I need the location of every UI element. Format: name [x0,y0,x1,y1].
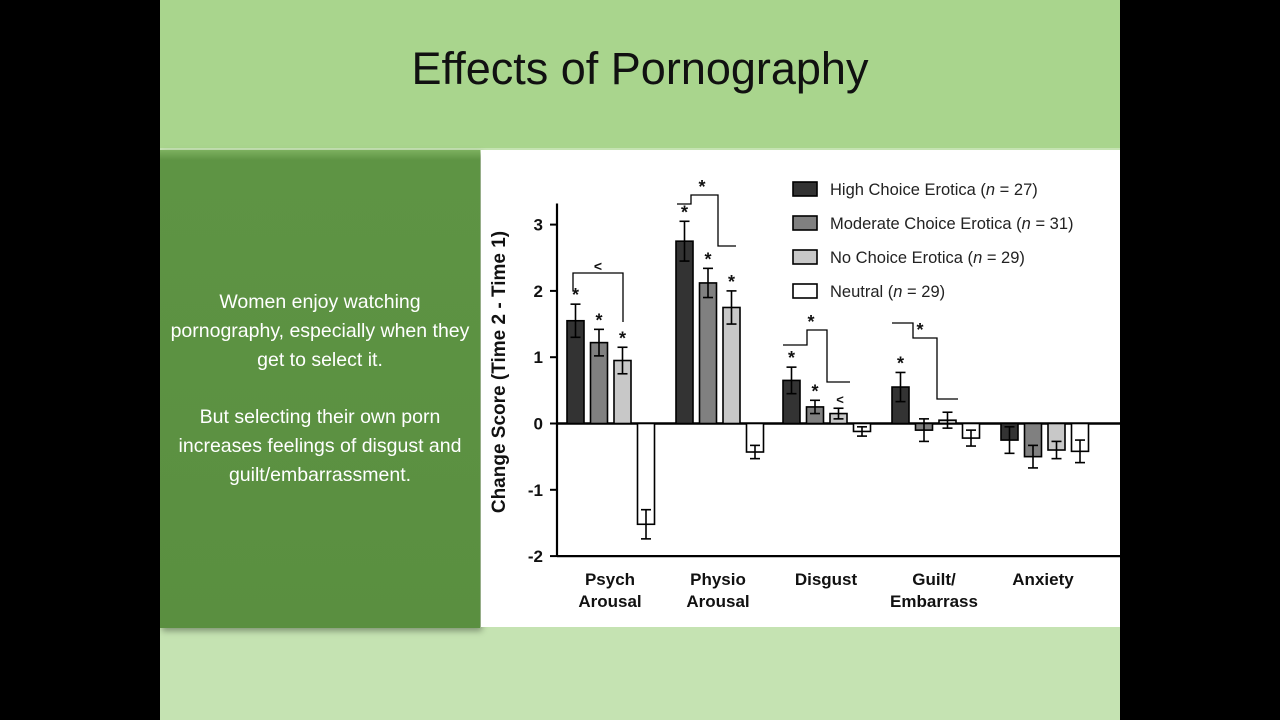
legend-swatch [792,249,818,265]
bar-high-choice-erotica-1 [675,240,694,425]
side-text: Women enjoy watching pornography, especi… [170,288,470,518]
significance-star: * [572,285,579,305]
y-tick-label: 0 [534,415,543,434]
bar-no-choice-erotica-1 [722,306,741,425]
legend-swatch [792,215,818,231]
legend-label: No Choice Erotica (n = 29) [830,249,1025,267]
side-panel: Women enjoy watching pornography, especi… [160,150,480,628]
y-axis-label: Change Score (Time 2 - Time 1) [489,231,510,513]
bracket-symbol: < [594,258,602,274]
side-paragraph-2: But selecting their own porn increases f… [178,406,462,486]
significance-star: * [897,353,904,373]
bar-moderate-choice-erotica-1 [698,282,718,425]
bracket-symbol: * [698,177,705,197]
y-tick-label: 1 [534,348,543,367]
significance-star: * [619,328,626,348]
significance-star: * [681,202,688,222]
category-label: Psych [585,570,635,589]
category-label: Anxiety [1012,570,1074,589]
significance-star: * [728,272,735,292]
legend-swatch [792,181,818,197]
significance-bracket [572,272,624,322]
category-label: Arousal [578,592,641,611]
slide: Effects of Pornography Women enjoy watch… [160,0,1120,720]
legend-label: Neutral (n = 29) [830,283,945,301]
significance-star: * [788,348,795,368]
bar-chart: -2 -1 0 1 2 3 Change Score (Time 2 - Time 1) * *… [489,177,1120,611]
y-tick-label: -2 [528,547,543,566]
category-label: Disgust [795,570,858,589]
bracket-symbol: < [836,392,844,407]
significance-bracket [677,194,736,247]
side-paragraph-1: Women enjoy watching pornography, especi… [170,291,470,371]
legend-label: Moderate Choice Erotica (n = 31) [830,215,1074,233]
y-tick-label: 3 [534,216,543,235]
category-label: Arousal [686,592,749,611]
significance-bracket [892,322,958,400]
legend-swatch [792,283,818,299]
y-tick-label: -1 [528,481,543,500]
category-label: Physio [690,570,746,589]
significance-bracket [783,329,850,383]
chart-panel: -2 -1 0 1 2 3 Change Score (Time 2 - Time 1) * *… [481,150,1120,627]
category-label: Embarrass [890,592,978,611]
significance-star: * [811,381,818,401]
bracket-symbol: * [807,312,814,332]
y-tick-label: 2 [534,282,543,301]
category-label: Guilt/ [912,570,956,589]
title-band: Effects of Pornography [160,0,1120,148]
legend-label: High Choice Erotica (n = 27) [830,181,1038,199]
significance-star: * [704,249,711,269]
significance-star: * [595,310,602,330]
side-panel-highlight [160,150,480,160]
bracket-symbol: * [916,320,923,340]
slide-title: Effects of Pornography [411,43,869,94]
